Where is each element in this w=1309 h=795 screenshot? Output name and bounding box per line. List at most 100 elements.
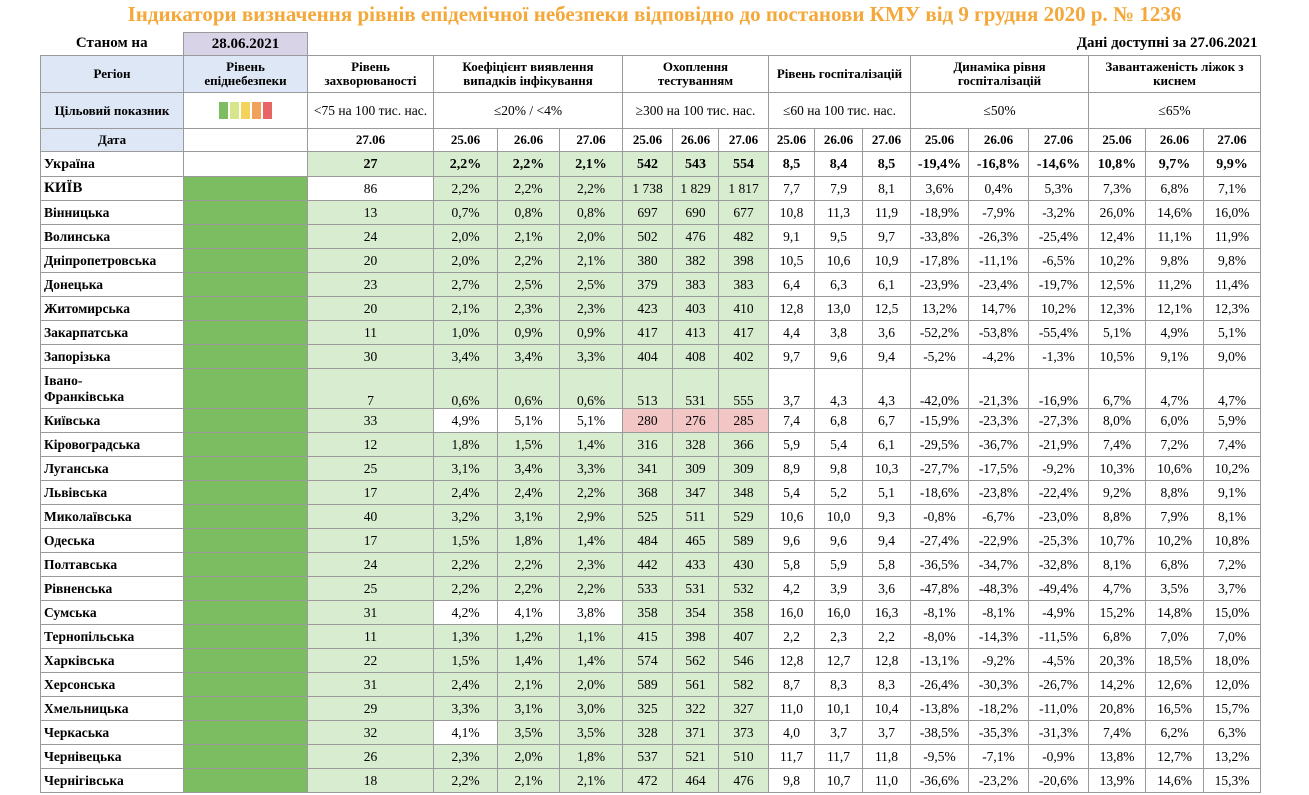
detection-value-2: 0,8% bbox=[497, 200, 560, 225]
oxygen-value-2: 9,7% bbox=[1145, 151, 1204, 177]
hospital-value-2: 8,4 bbox=[814, 151, 863, 177]
detection-value-2: 2,2% bbox=[497, 176, 560, 201]
testing-value-3: 327 bbox=[718, 696, 769, 721]
oxygen-value-3: 7,2% bbox=[1203, 552, 1261, 577]
target-hospital: ≤60 на 100 тис. нас. bbox=[768, 92, 911, 129]
testing-value-2: 531 bbox=[672, 368, 719, 409]
hospital-value-2: 10,6 bbox=[814, 248, 863, 273]
detection-value-1: 2,2% bbox=[433, 576, 498, 601]
oxygen-value-1: 9,2% bbox=[1088, 480, 1146, 505]
dynamics-value-3: 10,2% bbox=[1028, 296, 1089, 321]
dynamics-value-3: -11,0% bbox=[1028, 696, 1089, 721]
dynamics-value-1: -18,6% bbox=[910, 480, 969, 505]
testing-value-3: 1 817 bbox=[718, 176, 769, 201]
testing-value-3: 348 bbox=[718, 480, 769, 505]
oxygen-value-3: 11,9% bbox=[1203, 224, 1261, 249]
incidence-value: 12 bbox=[307, 432, 434, 457]
level-cell bbox=[183, 744, 308, 769]
dynamics-value-1: -26,4% bbox=[910, 672, 969, 697]
palette-swatch-2 bbox=[230, 102, 239, 120]
hospital-value-3: 9,3 bbox=[862, 504, 911, 529]
hospital-value-2: 11,7 bbox=[814, 744, 863, 769]
detection-value-2: 2,2% bbox=[497, 552, 560, 577]
dynamics-value-1: -27,4% bbox=[910, 528, 969, 553]
level-cell bbox=[183, 296, 308, 321]
dynamics-value-3: -14,6% bbox=[1028, 151, 1089, 177]
level-cell bbox=[183, 432, 308, 457]
incidence-value: 24 bbox=[307, 224, 434, 249]
hospital-value-1: 5,8 bbox=[768, 552, 815, 577]
detection-value-3: 3,0% bbox=[559, 696, 623, 721]
dynamics-value-1: -29,5% bbox=[910, 432, 969, 457]
incidence-value: 11 bbox=[307, 624, 434, 649]
hospital-value-2: 9,6 bbox=[814, 528, 863, 553]
testing-value-3: 373 bbox=[718, 720, 769, 745]
detection-value-3: 0,6% bbox=[559, 368, 623, 409]
incidence-value: 11 bbox=[307, 320, 434, 345]
region-name: Полтавська bbox=[40, 552, 184, 577]
dynamics-value-2: -6,7% bbox=[968, 504, 1029, 529]
hospital-value-1: 6,4 bbox=[768, 272, 815, 297]
detection-value-1: 3,1% bbox=[433, 456, 498, 481]
testing-value-1: 417 bbox=[622, 320, 673, 345]
dynamics-value-1: 3,6% bbox=[910, 176, 969, 201]
detection-value-1: 3,4% bbox=[433, 344, 498, 369]
oxygen-value-1: 10,7% bbox=[1088, 528, 1146, 553]
dynamics-value-1: -0,8% bbox=[910, 504, 969, 529]
testing-value-2: 403 bbox=[672, 296, 719, 321]
level-cell bbox=[183, 504, 308, 529]
dynamics-value-1: -8,0% bbox=[910, 624, 969, 649]
testing-value-1: 415 bbox=[622, 624, 673, 649]
table-row: Одеська 17 1,5% 1,8% 1,4% 484 465 589 9,6 9,6 9,4-… bbox=[40, 528, 1261, 553]
testing-value-3: 398 bbox=[718, 248, 769, 273]
testing-value-2: 433 bbox=[672, 552, 719, 577]
table-row: Київська 33 4,9% 5,1% 5,1% 280 276 285 7,4 6,8 6,7… bbox=[40, 408, 1261, 433]
hospital-value-2: 11,3 bbox=[814, 200, 863, 225]
testing-value-3: 677 bbox=[718, 200, 769, 225]
incidence-value: 27 bbox=[307, 151, 434, 177]
dynamics-value-2: -18,2% bbox=[968, 696, 1029, 721]
hospital-value-1: 5,9 bbox=[768, 432, 815, 457]
table-row: Дніпропетровська 20 2,0% 2,2% 2,1% 380 382 398 1… bbox=[40, 248, 1261, 273]
header-testing: Охоплення тестуванням bbox=[622, 55, 769, 93]
testing-value-1: 484 bbox=[622, 528, 673, 553]
table-row: Чернігівська 18 2,2% 2,1% 2,1% 472 464 476 9,8 10… bbox=[40, 768, 1261, 793]
hospital-value-3: 3,7 bbox=[862, 720, 911, 745]
detection-value-2: 2,2% bbox=[497, 576, 560, 601]
dynamics-value-1: -36,6% bbox=[910, 768, 969, 793]
incidence-value: 22 bbox=[307, 648, 434, 673]
region-name: Волинська bbox=[40, 224, 184, 249]
detection-value-1: 2,0% bbox=[433, 248, 498, 273]
oxygen-value-2: 10,2% bbox=[1145, 528, 1204, 553]
hospital-value-2: 10,0 bbox=[814, 504, 863, 529]
incidence-value: 40 bbox=[307, 504, 434, 529]
hospital-value-2: 16,0 bbox=[814, 600, 863, 625]
oxygen-value-3: 5,9% bbox=[1203, 408, 1261, 433]
region-name: Чернівецька bbox=[40, 744, 184, 769]
testing-value-3: 482 bbox=[718, 224, 769, 249]
detection-value-2: 2,0% bbox=[497, 744, 560, 769]
region-name: Україна bbox=[40, 151, 184, 177]
detection-value-2: 1,5% bbox=[497, 432, 560, 457]
dynamics-value-2: -23,4% bbox=[968, 272, 1029, 297]
hospital-value-2: 4,3 bbox=[814, 368, 863, 409]
hospital-value-3: 10,3 bbox=[862, 456, 911, 481]
detection-value-3: 3,3% bbox=[559, 344, 623, 369]
hospital-value-3: 10,4 bbox=[862, 696, 911, 721]
oxygen-value-2: 3,5% bbox=[1145, 576, 1204, 601]
level-cell bbox=[183, 408, 308, 433]
date-testing-2: 26.06 bbox=[672, 128, 719, 152]
dynamics-value-2: -21,3% bbox=[968, 368, 1029, 409]
dynamics-value-2: -7,9% bbox=[968, 200, 1029, 225]
oxygen-value-2: 18,5% bbox=[1145, 648, 1204, 673]
hospital-value-1: 12,8 bbox=[768, 296, 815, 321]
hospital-value-1: 12,8 bbox=[768, 648, 815, 673]
detection-value-3: 2,0% bbox=[559, 224, 623, 249]
testing-value-3: 582 bbox=[718, 672, 769, 697]
table-row: Полтавська 24 2,2% 2,2% 2,3% 442 433 430 5,8 5,9 5… bbox=[40, 552, 1261, 577]
testing-value-1: 328 bbox=[622, 720, 673, 745]
dynamics-value-3: -11,5% bbox=[1028, 624, 1089, 649]
dynamics-value-3: -21,9% bbox=[1028, 432, 1089, 457]
palette-swatch-1 bbox=[219, 102, 228, 120]
oxygen-value-3: 10,2% bbox=[1203, 456, 1261, 481]
